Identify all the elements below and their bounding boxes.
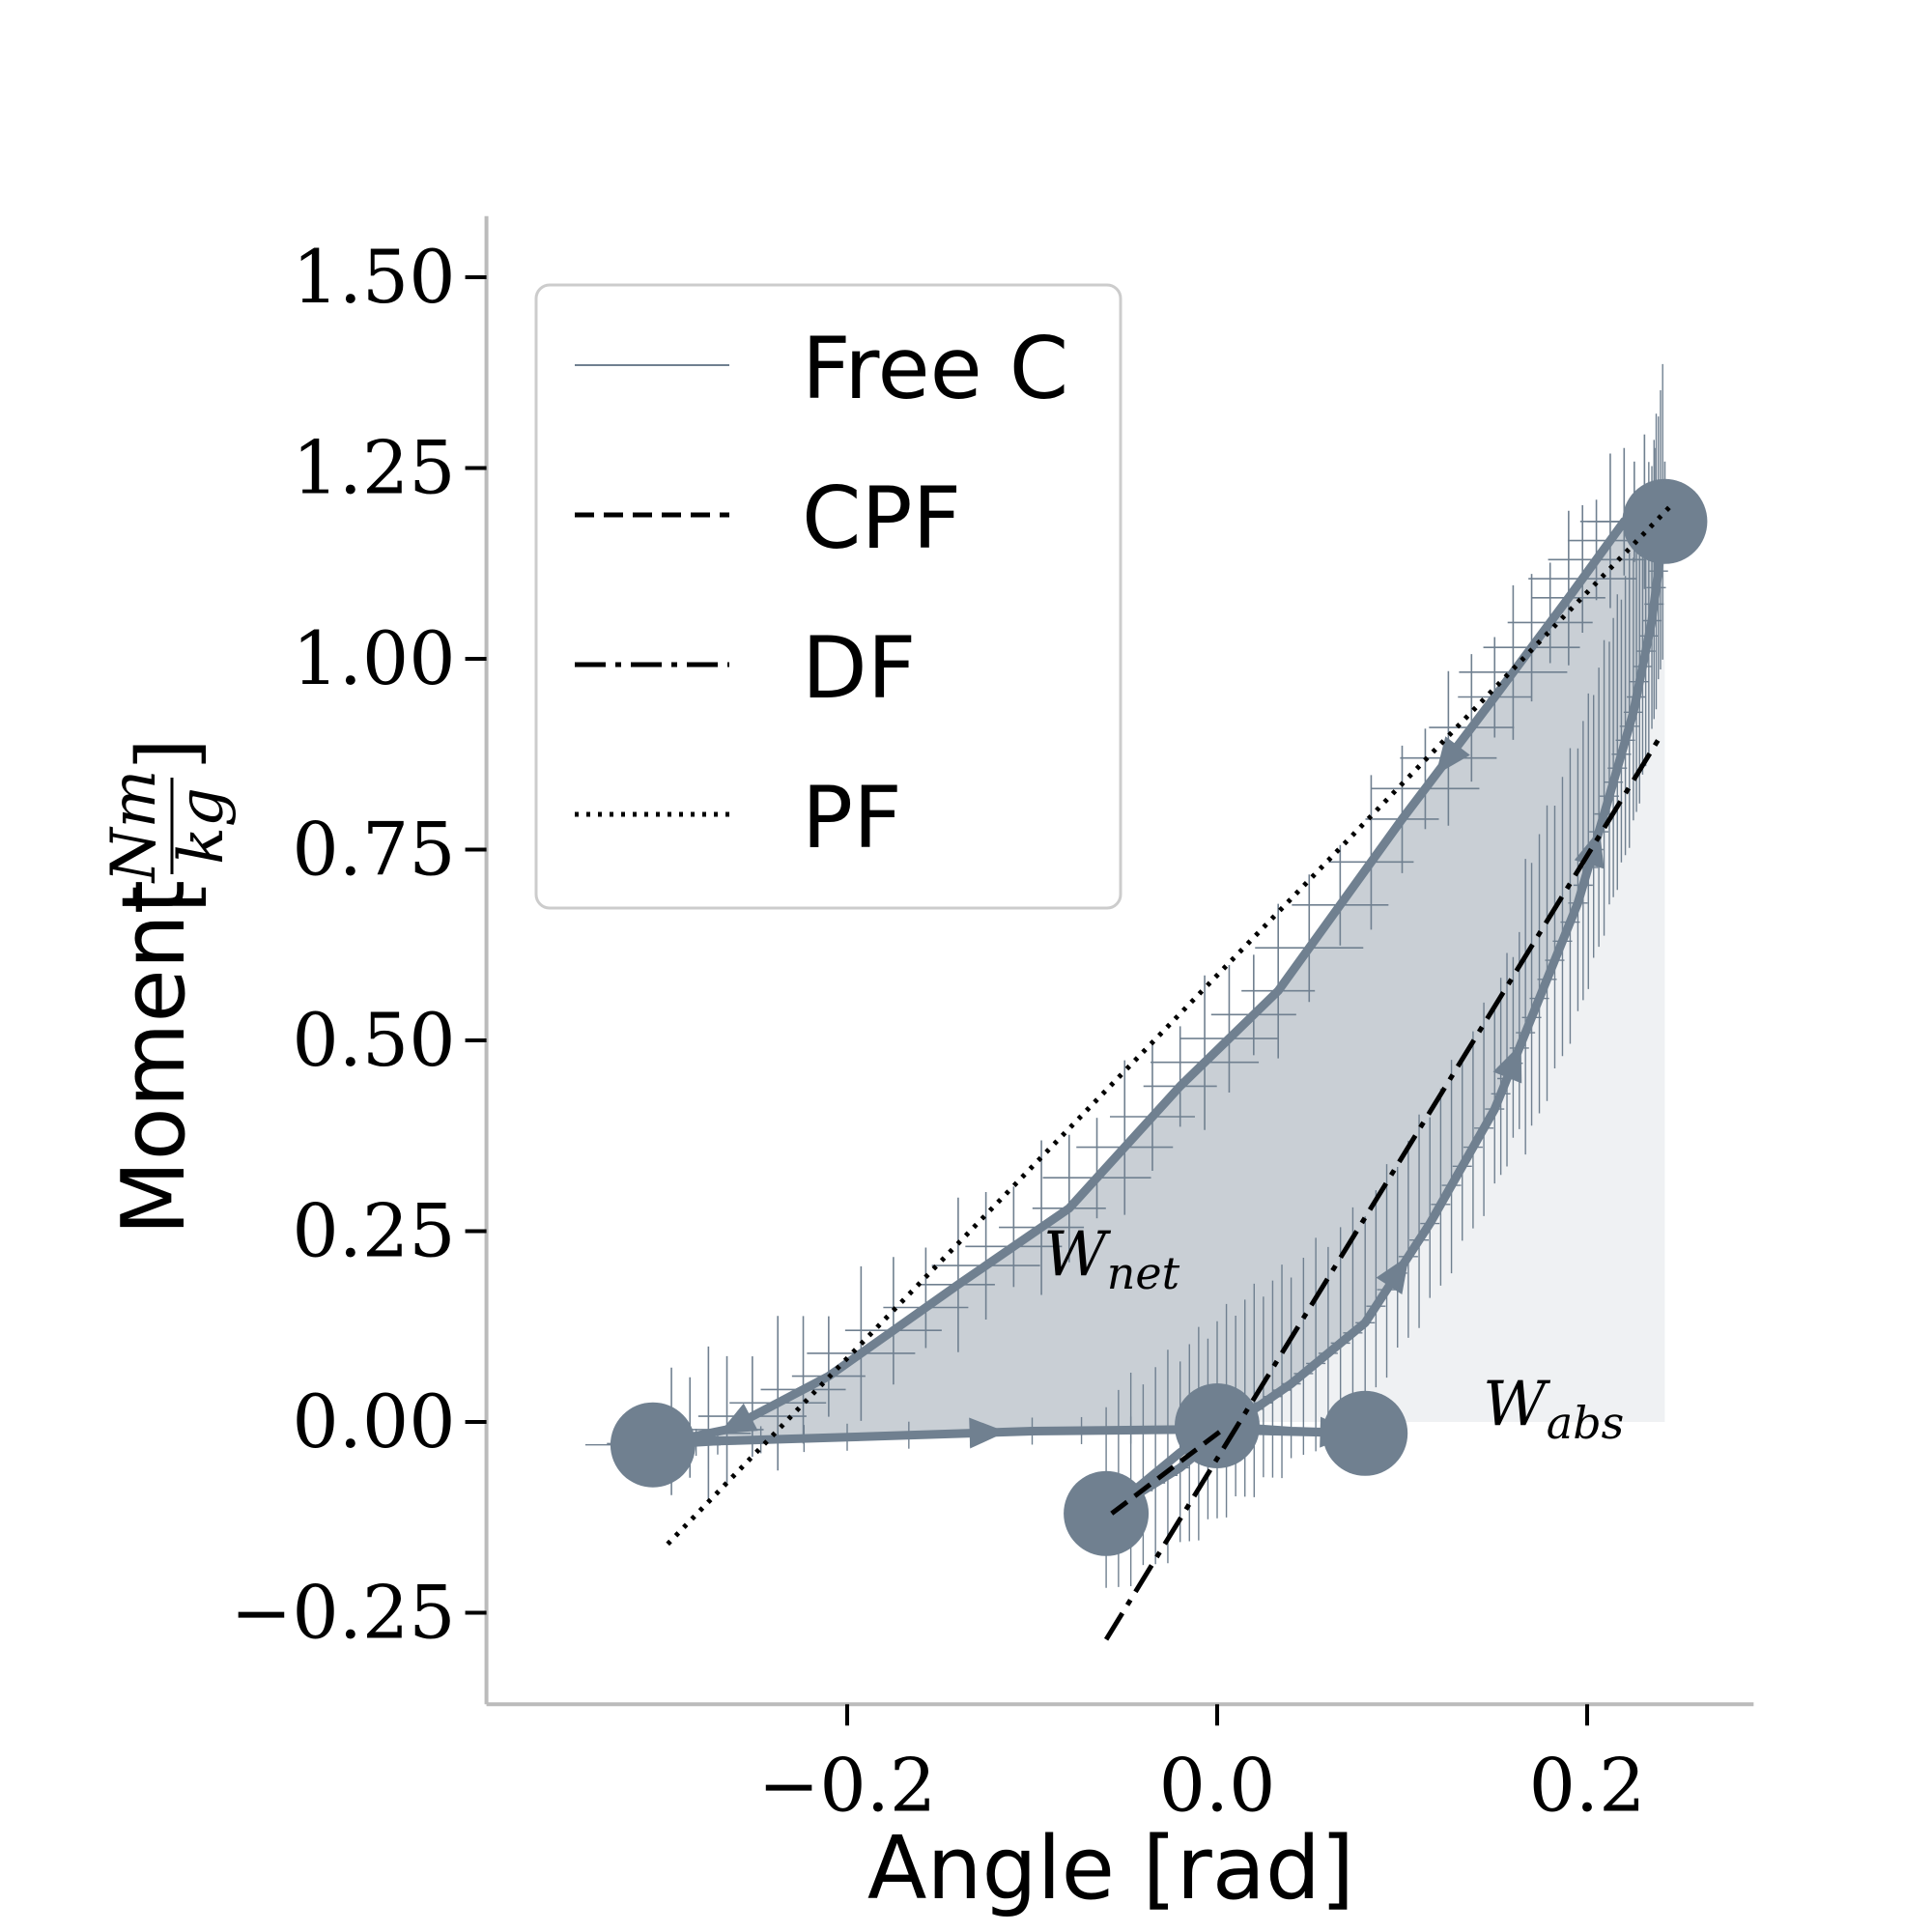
- absorbed-work-region: [1236, 521, 1665, 1422]
- legend-entry-df: DF: [575, 618, 916, 718]
- y-tick-label-1_25: 1.25: [292, 425, 455, 511]
- legend: Free C CPF DF PF: [534, 283, 1122, 910]
- fit-line-pf: [666, 504, 1672, 1547]
- absorbed-work-fill: [1236, 521, 1665, 1422]
- y-tick-label-0_25: 0.25: [292, 1188, 455, 1274]
- x-axis-label: Angle [rad]: [867, 1818, 1354, 1919]
- y-axis-unit-numerator: Nm: [99, 770, 170, 885]
- markers-layer: [610, 478, 1708, 1556]
- legend-label-cpf: CPF: [802, 469, 961, 568]
- legend-entry-cpf: CPF: [575, 469, 961, 568]
- net-work-fill: [652, 521, 1665, 1468]
- y-tick-label-0_75: 0.75: [292, 807, 455, 893]
- annotation-w-abs: Wabs: [1483, 1369, 1624, 1449]
- y-axis-label: Moment: [103, 880, 205, 1236]
- annotation-w-net-main: W: [1043, 1219, 1112, 1291]
- y-tick-label-0: 0.00: [292, 1378, 455, 1464]
- direction-arrow: [718, 1403, 758, 1435]
- legend-label-df: DF: [802, 618, 916, 718]
- direction-arrow: [1376, 1255, 1409, 1295]
- legend-label-free-c: Free C: [802, 319, 1068, 418]
- net-work-region: [652, 521, 1665, 1468]
- data-marker: [1175, 1383, 1260, 1468]
- annotation-w-abs-main: W: [1483, 1369, 1551, 1440]
- y-axis-unit-denominator: kg: [166, 787, 238, 865]
- annotations: Wnet Wabs: [1043, 1219, 1624, 1449]
- direction-arrow: [1492, 1043, 1522, 1084]
- fit-line-df: [1103, 733, 1663, 1641]
- y-axis-label-group: Moment [ Nm kg ]: [99, 738, 238, 1236]
- y-tick-label-m0_25: −0.25: [231, 1570, 456, 1656]
- y-tick-label-0_5: 0.50: [292, 997, 455, 1083]
- fit-line-cpf: [1110, 1427, 1225, 1516]
- legend-entry-free-c: Free C: [575, 319, 1068, 418]
- direction-arrow: [1435, 736, 1470, 776]
- y-axis-unit-bracket-right: ]: [120, 738, 214, 770]
- legend-label-pf: PF: [802, 768, 902, 867]
- ticks: −0.25 0.00 0.25 0.50 0.75 1.00 1.25 1.50 −0.2 0.0…: [231, 234, 1646, 1828]
- direction-arrow: [969, 1417, 1007, 1449]
- legend-frame: [534, 283, 1122, 910]
- data-marker: [1322, 1390, 1408, 1476]
- axes: [484, 215, 1754, 1707]
- x-tick-label-0: 0.0: [1159, 1742, 1276, 1828]
- y-axis-unit-bracket-left: [: [120, 881, 214, 913]
- data-marker: [1064, 1470, 1150, 1556]
- x-tick-label-m0_2: −0.2: [758, 1742, 937, 1828]
- y-tick-label-1_5: 1.50: [292, 234, 455, 320]
- legend-entry-pf: PF: [575, 768, 902, 867]
- annotation-w-net: Wnet: [1043, 1219, 1180, 1299]
- x-tick-label-0_2: 0.2: [1529, 1742, 1646, 1828]
- annotation-w-net-sub: net: [1107, 1247, 1180, 1299]
- fit-lines: [666, 504, 1672, 1641]
- annotation-w-abs-sub: abs: [1547, 1397, 1624, 1449]
- y-tick-label-1: 1.00: [292, 615, 455, 701]
- data-marker: [1622, 478, 1708, 564]
- data-marker: [610, 1402, 696, 1488]
